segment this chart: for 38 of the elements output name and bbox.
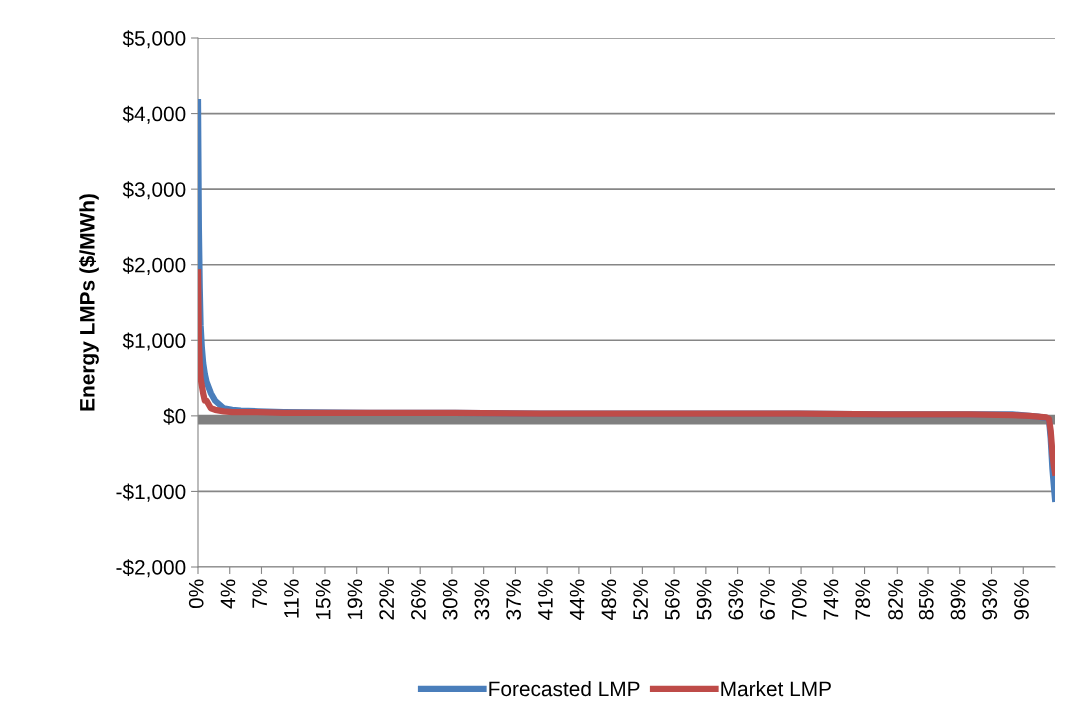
x-tick-label: 11%	[284, 579, 299, 618]
x-tick-label: 56%	[664, 579, 680, 620]
x-tick-label: 44%	[569, 579, 585, 621]
x-tick-label: 67%	[760, 579, 775, 620]
x-tick-label: 74%	[823, 579, 839, 620]
x-tick-label: 22%	[379, 579, 394, 620]
x-tick-label: 26%	[411, 579, 426, 620]
x-tick-label: 33%	[474, 579, 490, 620]
y-tick-label: $4,000	[122, 105, 186, 124]
x-tick-label: 7%	[252, 579, 267, 608]
x-tick-label: 89%	[950, 579, 966, 620]
y-tick-label: $1,000	[122, 332, 186, 351]
x-tick-label: 82%	[888, 579, 903, 620]
x-tick-label: 19%	[347, 579, 363, 619]
y-tick-label: $5,000	[122, 30, 186, 49]
x-tick-label: 30%	[442, 579, 458, 620]
x-tick-label: 0%	[188, 579, 204, 609]
x-tick-label: 59%	[696, 579, 712, 620]
x-tick-label: 52%	[633, 579, 648, 620]
x-tick-label: 78%	[855, 579, 871, 620]
x-tick-label: 96%	[1014, 579, 1029, 620]
y-tick-label: $0	[163, 407, 186, 425]
x-tick-label: 63%	[728, 579, 744, 620]
x-tick-label: 4%	[220, 579, 236, 609]
x-tick-label: 85%	[918, 579, 934, 620]
x-tick-label: 93%	[982, 579, 998, 620]
x-tick-label: 15%	[315, 579, 331, 619]
x-tick-label: 70%	[791, 579, 807, 620]
y-tick-label: -$1,000	[116, 483, 186, 502]
y-tick-label: -$2,000	[116, 559, 186, 578]
x-tick-label: 48%	[601, 579, 617, 621]
y-axis-title: Energy LMPs ($/MWh)	[79, 194, 99, 411]
legend-label: Market LMP	[721, 680, 831, 697]
y-tick-label: $3,000	[122, 181, 186, 200]
legend-label: Forecasted LMP	[489, 680, 640, 697]
x-tick-label: 41%	[538, 579, 553, 621]
y-tick-label: $2,000	[122, 256, 186, 275]
x-tick-label: 37%	[506, 579, 521, 620]
